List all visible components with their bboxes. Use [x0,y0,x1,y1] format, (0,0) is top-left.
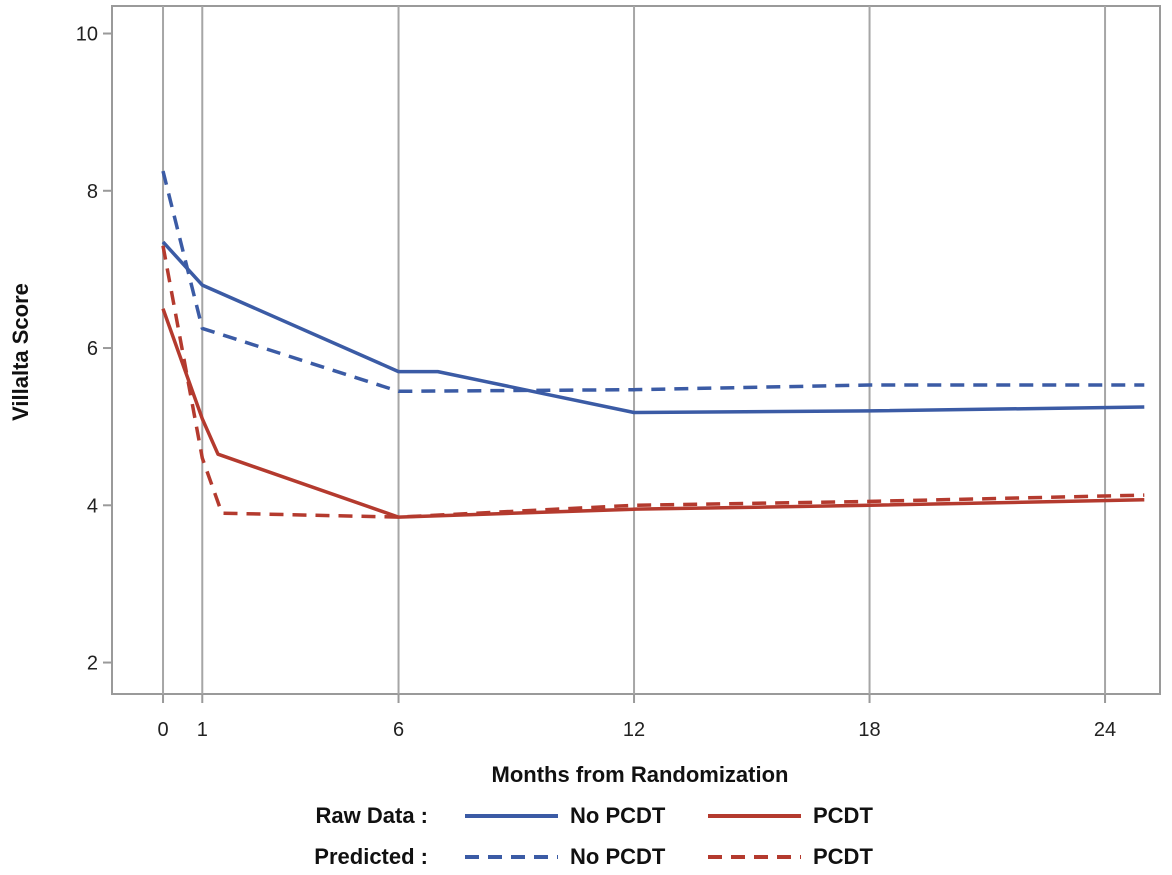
legend-raw-pcdt-label: PCDT [813,803,873,828]
x-tick-label: 12 [623,719,645,741]
y-tick-label: 4 [87,495,98,517]
series-line-raw-data-pcdt [161,308,1145,519]
y-tick-label: 2 [87,653,98,675]
y-tick-label: 8 [87,181,98,203]
gridlines [162,6,1107,694]
y-tick-label: 10 [76,24,98,46]
x-tick-label: 18 [858,719,880,741]
series-line-predicted-pcdt [161,245,1145,519]
x-axis-title: Months from Randomization [492,762,789,787]
x-axis-ticks: 0 1 6 12 18 24 [157,694,1116,741]
legend-predicted-no-pcdt-label: No PCDT [570,844,666,869]
x-tick-label: 0 [157,719,168,741]
legend: Raw Data : No PCDT PCDT Predicted : No P… [314,803,873,869]
plot-frame [111,5,1161,695]
series-line-raw-data-no-pcdt [161,240,1145,415]
legend-predicted-pcdt-label: PCDT [813,844,873,869]
y-axis-ticks: 2 4 6 8 10 [76,24,112,675]
legend-predicted-label: Predicted : [314,844,428,869]
y-tick-label: 6 [87,338,98,360]
y-axis-title: Villalta Score [8,283,33,421]
series-line-predicted-no-pcdt [161,170,1145,394]
legend-raw-label: Raw Data : [316,803,428,828]
legend-raw-no-pcdt-label: No PCDT [570,803,666,828]
series-lines [161,170,1145,519]
x-tick-label: 24 [1094,719,1116,741]
x-tick-label: 1 [197,719,208,741]
x-tick-label: 6 [393,719,404,741]
